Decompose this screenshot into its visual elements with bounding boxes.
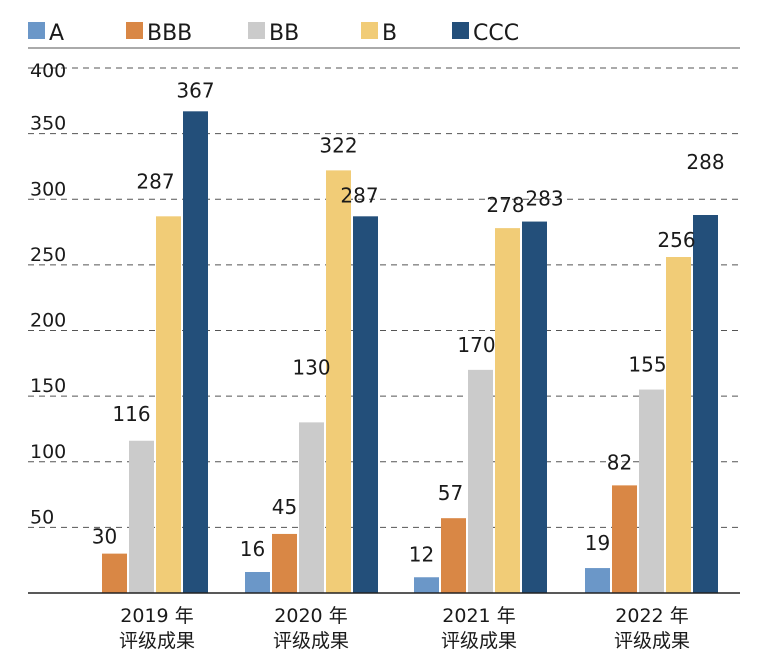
x-label-2022-line1: 2022 年 <box>615 605 688 627</box>
value-label-a-2021: 12 <box>409 542 434 566</box>
legend-label-b: B <box>382 21 397 46</box>
bar-bb-2020 <box>299 422 324 593</box>
bar-bbb-2021 <box>441 518 466 593</box>
value-label-a-2020: 16 <box>240 537 265 561</box>
bars <box>102 111 718 593</box>
y-tick-350: 350 <box>30 113 66 135</box>
y-axis-ticks: 50 100 150 200 250 300 350 400 <box>30 60 66 528</box>
value-label-ccc-2021: 283 <box>525 187 563 211</box>
value-label-b-2020: 322 <box>319 133 357 157</box>
value-label-bbb-2019: 30 <box>92 525 117 549</box>
legend-label-bb: BB <box>269 21 299 46</box>
value-label-bbb-2021: 57 <box>438 481 463 505</box>
bar-bb-2021 <box>468 369 493 593</box>
legend-swatch-a <box>28 22 45 39</box>
value-label-ccc-2022: 288 <box>686 150 724 174</box>
legend-swatch-ccc <box>452 22 469 39</box>
x-label-2019-line1: 2019 年 <box>120 605 193 627</box>
bar-ccc-2021 <box>522 221 547 593</box>
legend: A BBB BB B CCC <box>28 21 519 46</box>
bar-ccc-2022 <box>693 215 718 593</box>
legend-label-ccc: CCC <box>473 21 519 46</box>
value-label-bb-2019: 116 <box>112 402 150 426</box>
bar-a-2022 <box>585 568 610 593</box>
y-tick-250: 250 <box>30 244 66 266</box>
bar-ccc-2020 <box>353 216 378 593</box>
y-tick-50: 50 <box>30 506 54 528</box>
y-tick-200: 200 <box>30 310 66 332</box>
bar-b-2019 <box>156 216 181 593</box>
legend-swatch-bbb <box>126 22 143 39</box>
value-labels: 30 116 287 367 16 45 130 322 287 12 57 170 278 283 19 8… <box>92 78 725 566</box>
x-label-2020-line1: 2020 年 <box>274 605 347 627</box>
x-label-2019-line2: 评级成果 <box>119 630 195 652</box>
x-label-2021-line1: 2021 年 <box>442 605 515 627</box>
value-label-b-2019: 287 <box>136 169 174 193</box>
value-label-bbb-2022: 82 <box>607 450 632 474</box>
bar-bbb-2019 <box>102 553 127 593</box>
y-tick-100: 100 <box>30 441 66 463</box>
x-label-2021-line2: 评级成果 <box>441 630 517 652</box>
value-label-bb-2021: 170 <box>457 333 495 357</box>
bar-bbb-2020 <box>272 533 297 593</box>
bar-a-2020 <box>245 572 270 593</box>
bar-b-2022 <box>666 257 691 593</box>
grid-lines <box>28 67 740 528</box>
legend-swatch-b <box>361 22 378 39</box>
bar-b-2020 <box>326 170 351 593</box>
bar-b-2021 <box>495 228 520 593</box>
x-label-2020-line2: 评级成果 <box>273 630 349 652</box>
value-label-bbb-2020: 45 <box>272 495 297 519</box>
bar-bb-2022 <box>639 389 664 593</box>
bar-ccc-2019 <box>183 111 208 593</box>
bar-bb-2019 <box>129 440 154 593</box>
bar-a-2021 <box>414 577 439 593</box>
value-label-b-2022: 256 <box>657 228 695 252</box>
value-label-ccc-2020: 287 <box>340 183 378 207</box>
value-label-bb-2022: 155 <box>628 353 666 377</box>
y-tick-150: 150 <box>30 375 66 397</box>
value-label-bb-2020: 130 <box>292 355 330 379</box>
x-label-2022-line2: 评级成果 <box>614 630 690 652</box>
value-label-a-2022: 19 <box>585 531 610 555</box>
bar-bbb-2022 <box>612 485 637 593</box>
legend-label-a: A <box>49 21 64 46</box>
legend-swatch-bb <box>248 22 265 39</box>
legend-label-bbb: BBB <box>147 21 192 46</box>
value-label-b-2021: 278 <box>486 193 524 217</box>
y-tick-300: 300 <box>30 178 66 200</box>
y-tick-400: 400 <box>30 60 66 82</box>
value-label-ccc-2019: 367 <box>176 78 214 102</box>
